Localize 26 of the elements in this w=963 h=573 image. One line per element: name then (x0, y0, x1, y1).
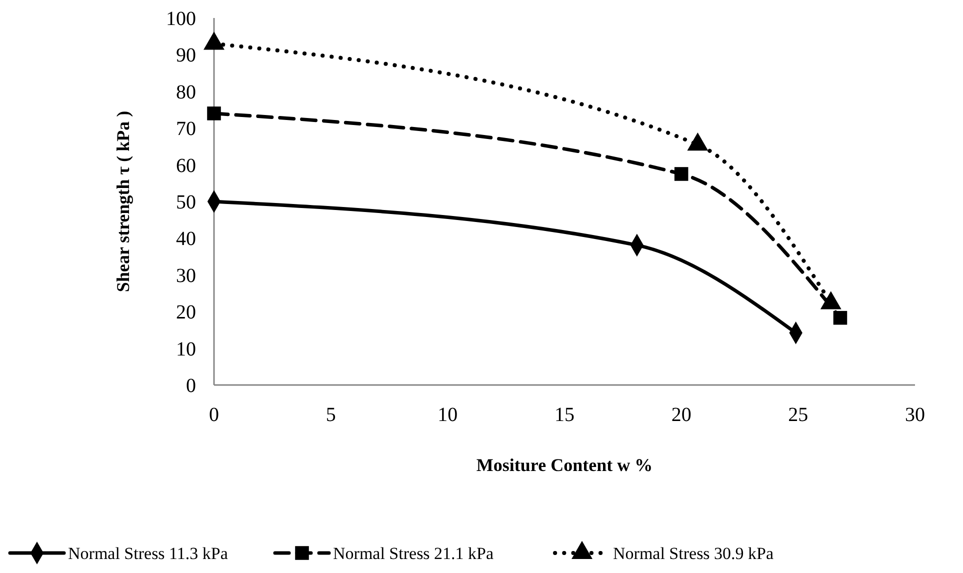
y-tick-label: 10 (176, 338, 196, 360)
y-tick-label: 40 (176, 228, 196, 250)
legend-label: Normal Stress 30.9 kPa (613, 544, 774, 563)
x-tick-label: 10 (438, 404, 458, 426)
y-tick-label: 20 (176, 302, 196, 324)
point (833, 310, 848, 325)
y-tick-label: 50 (176, 192, 196, 214)
y-axis-title: Shear strength τ ( kPa ) (113, 110, 133, 292)
y-tick-label: 80 (176, 81, 196, 104)
x-tick-label: 5 (326, 404, 336, 426)
x-tick-label: 25 (788, 404, 808, 426)
y-tick-label: 60 (176, 154, 196, 177)
y-tick-label: 30 (176, 264, 196, 287)
x-tick-label: 20 (671, 404, 692, 426)
y-tick-label: 90 (176, 44, 196, 67)
point (674, 167, 688, 181)
legend-label: Normal Stress 11.3 kPa (68, 544, 228, 563)
x-axis-title: Mositure Content w % (476, 455, 653, 475)
y-tick-label: 100 (166, 8, 196, 30)
y-tick-label: 70 (176, 118, 196, 140)
x-tick-label: 30 (905, 404, 925, 426)
point (207, 106, 221, 120)
y-tick-label: 0 (186, 375, 196, 397)
legend-label: Normal Stress 21.1 kPa (333, 544, 494, 563)
x-tick-label: 15 (554, 404, 574, 426)
x-tick-label: 0 (209, 404, 219, 426)
